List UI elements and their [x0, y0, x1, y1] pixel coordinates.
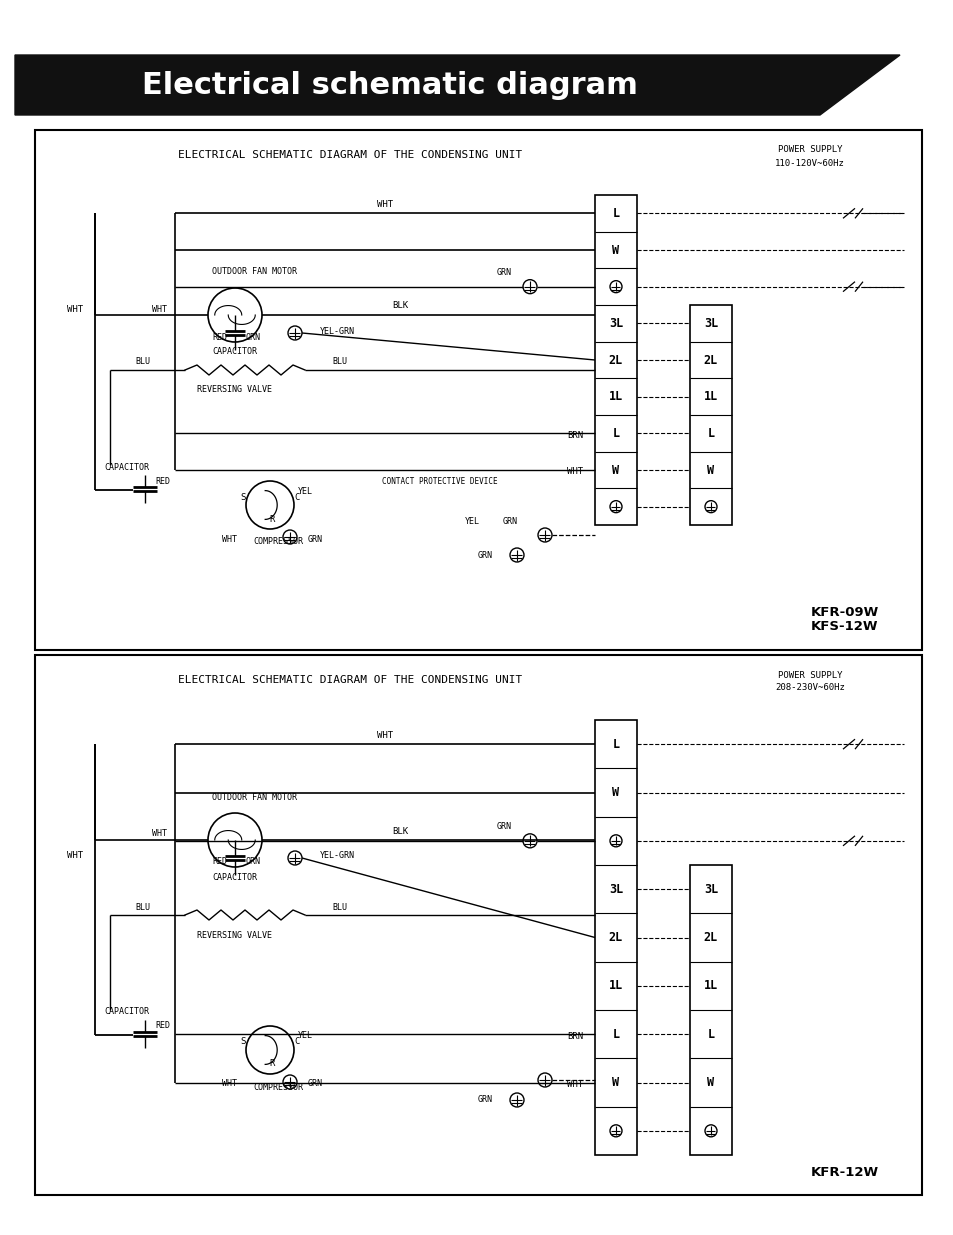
Text: WHT: WHT: [152, 305, 168, 314]
Text: CAPACITOR: CAPACITOR: [213, 347, 257, 357]
Text: WHT: WHT: [67, 305, 83, 315]
Text: W: W: [612, 463, 618, 477]
Text: OUTDOOR FAN MOTOR: OUTDOOR FAN MOTOR: [213, 793, 297, 802]
Text: COMPRESSOR: COMPRESSOR: [253, 1083, 303, 1092]
Polygon shape: [15, 56, 899, 115]
Bar: [595, 720, 637, 1155]
Text: 2L: 2L: [608, 353, 622, 367]
Text: Electrical schematic diagram: Electrical schematic diagram: [142, 70, 638, 100]
Text: POWER SUPPLY: POWER SUPPLY: [777, 146, 841, 154]
Text: GRN: GRN: [496, 268, 511, 277]
Bar: [689, 305, 731, 525]
Text: CAPACITOR: CAPACITOR: [105, 1008, 150, 1016]
Text: ELECTRICAL SCHEMATIC DIAGRAM OF THE CONDENSING UNIT: ELECTRICAL SCHEMATIC DIAGRAM OF THE COND…: [177, 676, 521, 685]
Text: L: L: [707, 1028, 714, 1041]
Text: WHT: WHT: [566, 468, 582, 477]
Bar: [689, 864, 731, 1155]
Text: RED: RED: [213, 857, 227, 867]
Text: WHT: WHT: [376, 731, 393, 740]
Text: REVERSING VALVE: REVERSING VALVE: [197, 930, 273, 940]
Text: R: R: [269, 1060, 274, 1068]
Text: POWER SUPPLY: POWER SUPPLY: [777, 671, 841, 679]
Text: L: L: [612, 427, 618, 440]
Text: 1L: 1L: [608, 979, 622, 993]
Text: 1L: 1L: [608, 390, 622, 403]
Text: WHT: WHT: [222, 1079, 237, 1088]
Text: BLK: BLK: [392, 826, 408, 836]
Text: 3L: 3L: [703, 883, 718, 895]
Text: BLU: BLU: [135, 357, 151, 367]
Text: W: W: [707, 463, 714, 477]
Bar: [35, 130, 921, 650]
Text: GRN: GRN: [307, 535, 322, 543]
Text: W: W: [707, 1076, 714, 1089]
Text: 110-120V~60Hz: 110-120V~60Hz: [774, 158, 844, 168]
Text: 2L: 2L: [703, 353, 718, 367]
Text: C: C: [294, 1037, 299, 1046]
Text: KFR-09W: KFR-09W: [810, 605, 879, 619]
Text: W: W: [612, 785, 618, 799]
Text: REVERSING VALVE: REVERSING VALVE: [197, 385, 273, 394]
Text: YEL: YEL: [297, 487, 313, 495]
Text: YEL: YEL: [464, 517, 479, 526]
Text: R: R: [269, 515, 274, 524]
Text: WHT: WHT: [67, 851, 83, 860]
Text: RED: RED: [213, 332, 227, 342]
Text: L: L: [612, 1028, 618, 1041]
Text: 2L: 2L: [703, 931, 718, 944]
Text: YEL: YEL: [297, 1031, 313, 1041]
Text: 3L: 3L: [608, 317, 622, 330]
Text: BLK: BLK: [392, 301, 408, 310]
Text: 208-230V~60Hz: 208-230V~60Hz: [774, 683, 844, 693]
Text: GRN: GRN: [477, 1095, 492, 1104]
Text: 2L: 2L: [608, 931, 622, 944]
Text: WHT: WHT: [566, 1079, 582, 1089]
Text: L: L: [707, 427, 714, 440]
Text: ORN: ORN: [245, 332, 260, 342]
Text: L: L: [612, 206, 618, 220]
Text: CONTACT PROTECTIVE DEVICE: CONTACT PROTECTIVE DEVICE: [382, 478, 497, 487]
Text: W: W: [612, 243, 618, 257]
Text: BLU: BLU: [333, 903, 347, 911]
Text: S: S: [240, 493, 246, 501]
Bar: [595, 195, 637, 525]
Text: YEL-GRN: YEL-GRN: [319, 326, 355, 336]
Text: C: C: [294, 493, 299, 501]
Text: 3L: 3L: [703, 317, 718, 330]
Text: 1L: 1L: [703, 390, 718, 403]
Text: OUTDOOR FAN MOTOR: OUTDOOR FAN MOTOR: [213, 268, 297, 277]
Text: L: L: [612, 737, 618, 751]
Text: BLU: BLU: [135, 903, 151, 911]
Text: RED: RED: [155, 1021, 171, 1030]
Bar: [35, 655, 921, 1195]
Text: ORN: ORN: [245, 857, 260, 867]
Text: BRN: BRN: [566, 431, 582, 440]
Text: BRN: BRN: [566, 1031, 582, 1041]
Text: GRN: GRN: [477, 551, 492, 559]
Text: BLU: BLU: [333, 357, 347, 367]
Text: KFS-12W: KFS-12W: [810, 620, 878, 634]
Text: YEL-GRN: YEL-GRN: [319, 851, 355, 861]
Text: W: W: [612, 1076, 618, 1089]
Text: GRN: GRN: [307, 1079, 322, 1088]
Text: RED: RED: [155, 477, 171, 485]
Text: WHT: WHT: [152, 830, 168, 839]
Text: KFR-12W: KFR-12W: [810, 1166, 878, 1178]
Text: WHT: WHT: [376, 200, 393, 209]
Text: CAPACITOR: CAPACITOR: [213, 872, 257, 882]
Text: 3L: 3L: [608, 883, 622, 895]
Text: WHT: WHT: [222, 535, 237, 543]
Text: CAPACITOR: CAPACITOR: [105, 462, 150, 472]
Text: S: S: [240, 1037, 246, 1046]
Text: GRN: GRN: [502, 517, 517, 526]
Text: GRN: GRN: [496, 823, 511, 831]
Text: 1L: 1L: [703, 979, 718, 993]
Text: COMPRESSOR: COMPRESSOR: [253, 537, 303, 547]
Text: ELECTRICAL SCHEMATIC DIAGRAM OF THE CONDENSING UNIT: ELECTRICAL SCHEMATIC DIAGRAM OF THE COND…: [177, 149, 521, 161]
